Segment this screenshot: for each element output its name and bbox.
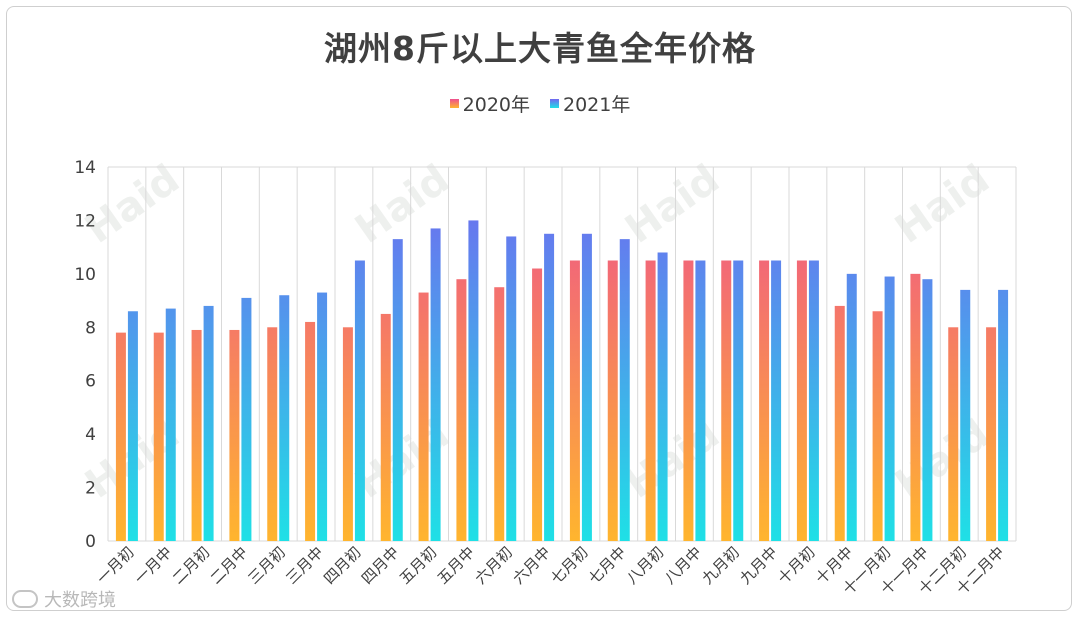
bar-2020 [456,279,467,541]
bar-2021 [241,297,252,541]
bar-2020 [229,329,240,541]
bar-2021 [279,295,290,541]
x-category-label: 二月中 [207,543,252,588]
bar-2021 [960,289,971,541]
bar-2020 [986,327,997,541]
y-tick-label: 0 [85,532,96,552]
legend-swatch-2021 [550,99,559,108]
bar-2021 [165,308,176,541]
x-category-label: 二月初 [169,543,214,588]
bar-2021 [354,260,365,541]
bar-2021 [657,252,668,541]
bar-2021 [506,236,517,541]
bar-2021 [317,292,328,541]
bar-2020 [115,332,126,541]
x-category-label: 六月初 [472,543,517,588]
bar-2021 [544,233,555,542]
watermark-brand: Haid [617,411,728,508]
x-category-label: 八月初 [623,543,668,588]
bar-2021 [203,305,214,541]
bar-2020 [796,260,807,541]
y-tick-label: 6 [85,372,96,392]
bar-2021 [695,260,706,541]
x-category-label: 九月中 [736,543,781,588]
bar-2020 [759,260,770,541]
x-category-label: 三月初 [245,543,290,588]
bar-2020 [721,260,732,541]
y-tick-label: 8 [85,318,96,338]
chart-legend: 2020年 2021年 [0,90,1080,117]
bar-2020 [645,260,656,541]
bar-2021 [581,233,592,542]
bar-2020 [683,260,694,541]
bar-2021 [808,260,819,541]
bar-2020 [872,311,883,541]
x-category-label: 八月中 [661,543,706,588]
watermark-brand: Haid [887,156,998,253]
x-category-label: 四月初 [320,543,365,588]
bar-2021 [884,276,895,541]
bar-2021 [430,228,441,541]
bar-2020 [191,329,202,541]
x-category-label: 一月初 [93,543,138,588]
y-tick-label: 10 [74,265,96,285]
x-category-label: 三月中 [282,543,327,588]
bar-2021 [998,289,1009,541]
bar-2020 [342,327,353,541]
y-tick-label: 4 [85,425,96,445]
bar-2020 [418,292,429,541]
bar-2020 [494,287,505,541]
legend-item-2021: 2021年 [550,90,630,117]
bar-2020 [910,273,921,541]
x-category-label: 七月初 [547,543,592,588]
bar-2021 [127,311,138,541]
bar-2021 [733,260,744,541]
x-category-label: 七月中 [585,543,630,588]
legend-label-2020: 2020年 [462,94,530,116]
source-watermark: 大数跨境 [12,586,116,612]
bar-2021 [392,239,403,541]
legend-label-2021: 2021年 [563,94,631,116]
source-logo-icon [12,590,38,608]
watermark-brand: Haid [347,156,458,253]
bar-2020 [153,332,164,541]
y-tick-label: 12 [74,211,96,231]
bar-2021 [922,279,933,541]
source-watermark-text: 大数跨境 [44,590,116,611]
bar-2020 [607,260,618,541]
bar-2020 [380,313,391,541]
bar-2020 [305,321,316,541]
legend-swatch-2020 [449,99,459,108]
bar-2021 [619,239,630,541]
bar-2020 [267,327,278,541]
x-category-label: 六月中 [509,543,554,588]
y-tick-label: 14 [74,158,96,178]
bar-2021 [468,220,479,541]
watermark-brand: Haid [887,411,998,508]
bar-2020 [834,305,845,541]
x-category-label: 九月初 [699,543,744,588]
legend-item-2020: 2020年 [449,90,530,117]
watermark-brand: Haid [617,156,728,253]
bar-2021 [771,260,782,541]
x-category-label: 五月初 [396,543,441,588]
bar-2021 [846,273,857,541]
x-category-label: 五月中 [434,543,479,588]
bar-2020 [948,327,959,541]
y-tick-label: 2 [85,479,96,499]
x-category-label: 十月初 [774,543,819,588]
x-category-label: 四月中 [358,543,403,588]
bar-2020 [569,260,580,541]
x-category-label: 一月中 [131,543,176,588]
bar-2020 [532,268,543,541]
chart-title: 湖州8斤以上大青鱼全年价格 [324,29,756,68]
